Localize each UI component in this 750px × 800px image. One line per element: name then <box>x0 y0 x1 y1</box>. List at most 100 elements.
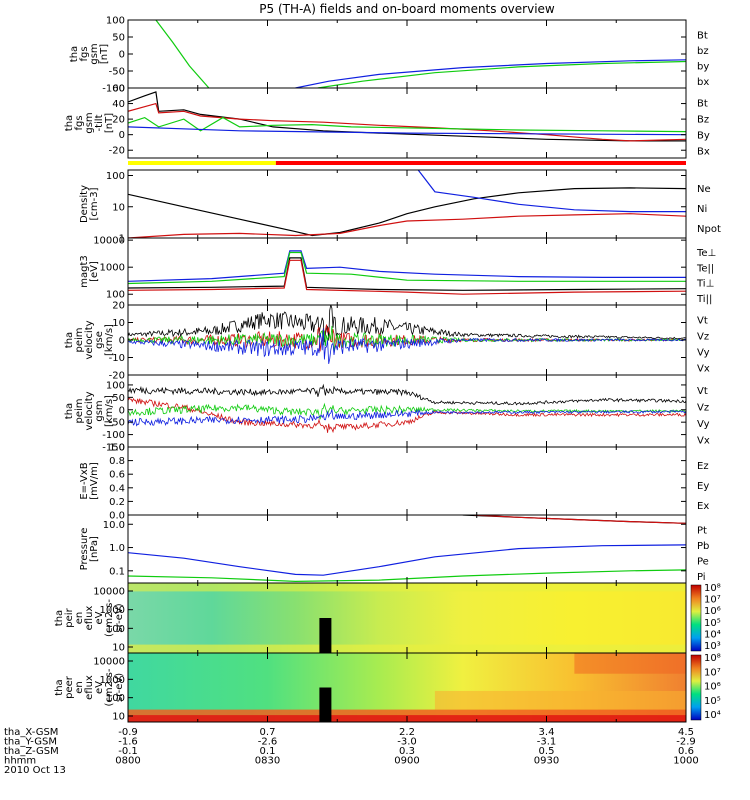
colorbar-tick-label: 10⁸ <box>704 583 721 594</box>
series-By <box>128 116 686 133</box>
panel-velocity_peim_2: 100 500 -50-100 -150 tha peim velocity gsm [km/s… <box>64 374 710 454</box>
axis-value: 0800 <box>115 756 140 767</box>
series-Ti⊥ <box>128 250 686 282</box>
y-tick-label: -100 <box>102 84 125 95</box>
series-Pe <box>128 569 686 583</box>
y-tick-label: 10 <box>112 643 125 654</box>
colorbar-tick-label: 10³ <box>704 641 721 652</box>
y-tick-label: -10 <box>109 353 125 364</box>
series-bx <box>295 59 686 88</box>
legend-entry: Vx <box>697 364 710 375</box>
colorbar-tick-label: 10⁶ <box>704 682 721 693</box>
y-axis-label: [nT] <box>99 44 110 64</box>
legend-entry: Ex <box>697 501 709 512</box>
panel-frame <box>127 19 687 89</box>
legend-entry: Pi <box>697 572 706 583</box>
y-axis-label: gsm <box>94 400 105 421</box>
legend-entry: Te|| <box>696 263 714 274</box>
figure-title: P5 (TH-A) fields and on-board moments ov… <box>259 2 555 16</box>
panel-fgs_gsm_2: 60 40 20 0 -20 tha fgs gsm -tilt [nT] Bt Bz By Bx <box>64 84 710 159</box>
y-axis-label: Pressure <box>79 528 90 571</box>
y-axis-label: eflux <box>84 675 95 700</box>
legend-entry: Pt <box>697 525 707 536</box>
y-tick-label: 1000 <box>100 605 125 616</box>
y-tick-label: 1 <box>119 234 125 245</box>
legend-entry: Ne <box>697 184 711 195</box>
date-label: 2010 Oct 13 <box>4 765 66 776</box>
axis-value: -0.9 <box>118 727 138 738</box>
y-axis-label: velocity <box>84 391 95 430</box>
mode-bar-segment <box>275 161 686 165</box>
series-by <box>317 60 686 88</box>
y-axis-label: tha <box>54 610 65 626</box>
axis-value: 0.7 <box>260 727 276 738</box>
axis-row-label: tha_Y-GSM <box>4 737 57 748</box>
legend-entry: Ti|| <box>696 294 712 305</box>
axis-row-label: tha_X-GSM <box>4 727 58 738</box>
series-Pb <box>473 515 686 524</box>
y-axis-label: tha <box>54 679 65 695</box>
legend-entry: Ti⊥ <box>696 279 714 290</box>
axis-value: -2.6 <box>258 737 278 748</box>
series-Vy <box>128 402 686 420</box>
y-axis-label: [eV] <box>89 261 100 282</box>
panel-fgs_gsm_1: 100 50 0 -50 -100 tha fgs gsm [nT] Bt bz by bx <box>69 16 709 95</box>
panel-temperature: 10000 1000 100 magt3 [eV] Te⊥ Te|| Ti⊥ Ti|| <box>79 236 716 306</box>
colorbar-tick-label: 10⁷ <box>704 595 721 606</box>
legend-entry: Bt <box>697 99 708 110</box>
series-Vz <box>128 397 686 434</box>
colorbar <box>690 584 702 652</box>
series-Bt <box>128 91 686 142</box>
y-axis-label: eV <box>94 611 105 624</box>
legend-entry: By <box>697 131 710 142</box>
axis-value: 0.1 <box>260 746 276 757</box>
series-Ti|| <box>128 251 686 285</box>
y-tick-label: -50 <box>109 418 125 429</box>
axis-value: 3.4 <box>539 727 555 738</box>
y-tick-label: 0 <box>119 336 125 347</box>
y-tick-label: 0 <box>119 50 125 61</box>
axis-value: 4.5 <box>678 727 694 738</box>
legend-entry: Vt <box>697 386 708 397</box>
colorbar-tick-label: 10⁵ <box>704 696 721 707</box>
legend-entry: by <box>697 61 709 72</box>
axis-value: -1.6 <box>118 737 138 748</box>
mode-bar-segment <box>128 161 276 165</box>
y-axis-label: velocity <box>84 320 95 359</box>
axis-row-label: tha_Z-GSM <box>4 746 59 757</box>
y-tick-label: 1.0 <box>109 543 125 554</box>
legend-entry: Pb <box>697 541 709 552</box>
y-tick-label: -150 <box>102 443 125 454</box>
y-axis-label: peim <box>74 398 85 423</box>
legend-entry: Vy <box>697 348 710 359</box>
series-Npot <box>417 170 686 213</box>
legend-entry: bx <box>697 77 709 88</box>
series-Bz <box>128 102 686 142</box>
series-Vt <box>128 305 686 343</box>
y-tick-label: -20 <box>109 146 125 157</box>
y-tick-label: 100 <box>106 693 125 704</box>
y-axis-label: gsm <box>84 112 95 133</box>
y-axis-label: fgs <box>79 46 90 61</box>
y-tick-label: 10000 <box>93 657 125 668</box>
axis-value: 0.5 <box>539 746 555 757</box>
series-Pi <box>128 544 686 576</box>
y-axis-label: gsm <box>89 43 100 64</box>
y-tick-label: 10 <box>112 318 125 329</box>
colorbar <box>690 654 702 721</box>
panel-frame <box>127 87 687 159</box>
y-axis-label: [km/s] <box>104 324 115 356</box>
series-Vx <box>128 408 686 427</box>
legend-entry: Bz <box>697 115 709 126</box>
y-tick-label: 10.0 <box>103 520 125 531</box>
y-tick-label: 0.0 <box>109 511 125 522</box>
y-tick-label: 100 <box>106 624 125 635</box>
y-axis-label: peir <box>64 607 75 627</box>
y-tick-label: 0 <box>119 130 125 141</box>
y-tick-label: 10000 <box>93 587 125 598</box>
panel-e_field: 1.0 0.8 0.6 0.4 0.2 0.0 E=-VxB [mV/m] Ez Ey Ex <box>79 443 709 522</box>
axis-value: 0930 <box>534 756 559 767</box>
y-axis-label: tha <box>64 403 75 419</box>
legend-entry: Vy <box>697 419 710 430</box>
